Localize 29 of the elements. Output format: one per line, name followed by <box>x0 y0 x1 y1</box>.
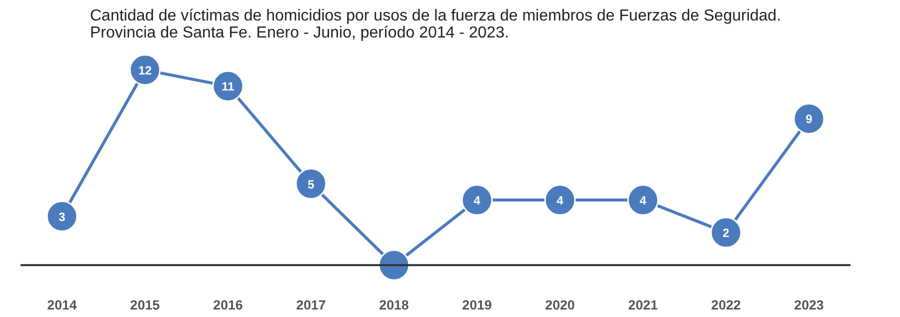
data-label: 4 <box>640 194 647 208</box>
x-tick-label: 2021 <box>628 298 658 312</box>
data-label: 5 <box>308 177 315 192</box>
x-tick-label: 2015 <box>130 298 160 312</box>
data-label: 11 <box>222 80 235 94</box>
point <box>212 70 244 102</box>
x-tick-label: 2014 <box>47 298 78 312</box>
data-label: 4 <box>556 194 564 208</box>
data-label: 2 <box>722 226 730 240</box>
point <box>378 249 410 281</box>
x-tick-label: 2018 <box>379 298 409 312</box>
point <box>461 184 493 216</box>
data-label: 12 <box>138 63 152 78</box>
point <box>544 184 576 216</box>
point <box>46 200 78 232</box>
point <box>710 216 742 248</box>
data-label: 3 <box>58 210 66 224</box>
point <box>793 102 825 134</box>
data-label: 9 <box>806 112 813 126</box>
x-tick-label: 2022 <box>711 298 741 312</box>
x-tick-label: 2019 <box>462 298 492 312</box>
x-tick-label: 2023 <box>794 298 824 312</box>
x-tick-label: 2016 <box>213 298 243 312</box>
point <box>295 168 327 200</box>
x-tick-label: 2017 <box>296 298 326 312</box>
x-tick-label: 2020 <box>545 298 575 312</box>
chart-title: Cantidad de víctimas de homicidios por usos de la fuerza de miembros de Fuerzas de Seguridad. Provincia de Santa Fe. Enero - Junio, período 2014 - 2023. <box>90 8 782 42</box>
point <box>627 184 659 216</box>
data-label: 4 <box>474 194 481 208</box>
